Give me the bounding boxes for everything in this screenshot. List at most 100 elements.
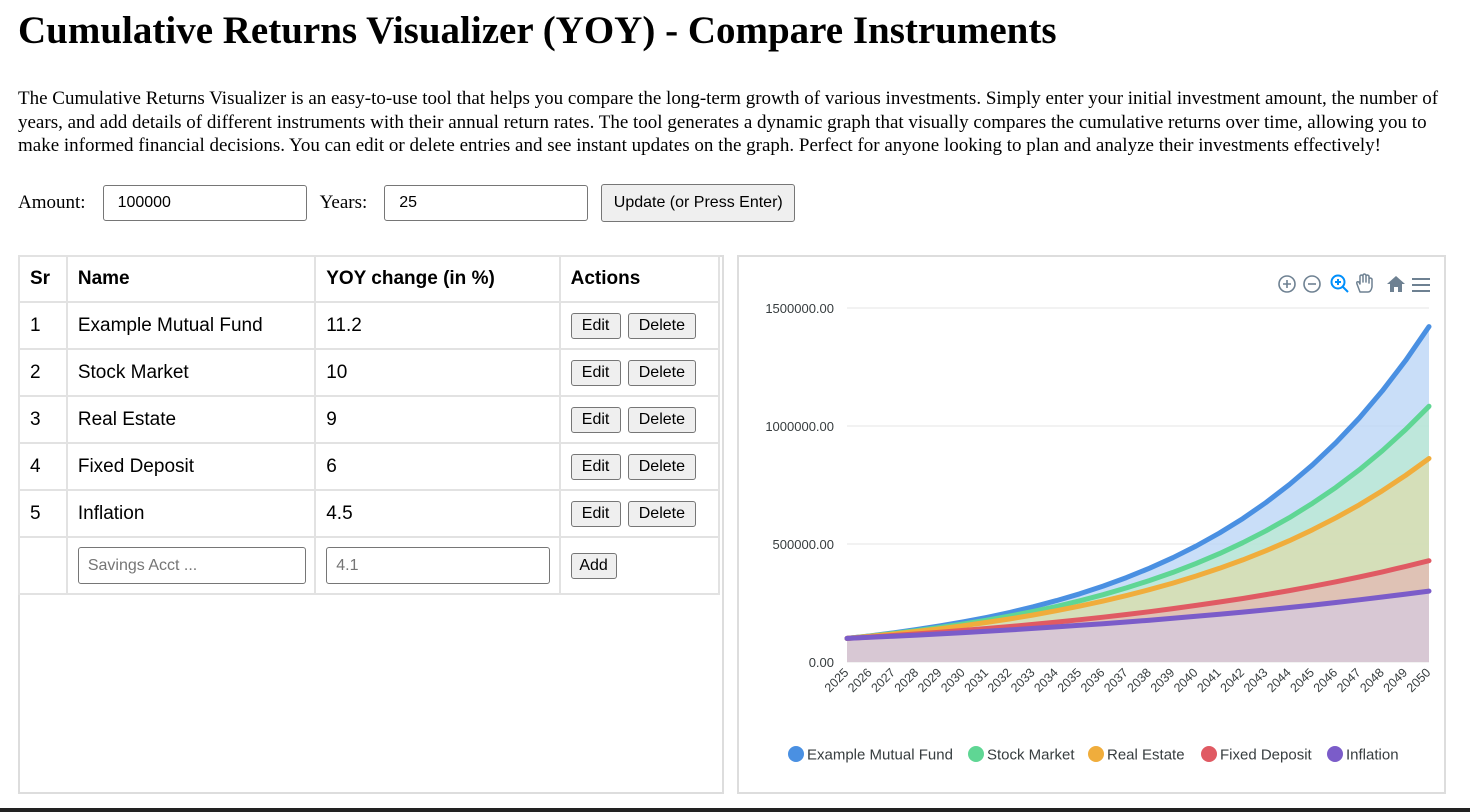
x-tick-label: 2030 (938, 666, 968, 696)
legend-label-3[interactable]: Fixed Deposit (1220, 747, 1313, 764)
row-yoy: 4.5 (314, 489, 561, 538)
x-tick-label: 2049 (1381, 666, 1411, 696)
add-instrument-row: Add (18, 536, 721, 595)
delete-button[interactable]: Delete (627, 500, 696, 527)
legend-marker-3[interactable] (1201, 746, 1217, 762)
main-area: Sr Name YOY change (in %) Actions 1 Examp… (18, 255, 1446, 794)
series-line-2 (844, 456, 1432, 641)
table-row: 1 Example Mutual Fund 11.2 Edit Delete (18, 301, 721, 350)
row-name: Example Mutual Fund (65, 301, 317, 350)
header-yoy: YOY change (in %) (314, 255, 561, 303)
add-row-sr (18, 536, 68, 595)
years-label: Years: (319, 191, 368, 213)
row-sr: 2 (18, 348, 68, 397)
row-sr: 3 (18, 395, 68, 444)
legend-marker-2[interactable] (1088, 746, 1104, 762)
x-tick-label: 2028 (892, 666, 922, 696)
zoom-in-icon[interactable] (1278, 275, 1296, 293)
legend-label-2[interactable]: Real Estate (1107, 747, 1185, 764)
bottom-border (0, 808, 1470, 812)
years-input[interactable] (384, 184, 589, 221)
row-yoy: 9 (314, 395, 561, 444)
x-tick-label: 2041 (1194, 666, 1224, 696)
y-tick-label: 0.00 (809, 655, 834, 670)
edit-button[interactable]: Edit (570, 500, 621, 527)
controls-bar: Amount: Years: Update (or Press Enter) (18, 183, 1452, 222)
x-tick-label: 2033 (1008, 666, 1038, 696)
x-tick-label: 2026 (845, 666, 875, 696)
row-yoy: 11.2 (314, 301, 561, 350)
selection-zoom-icon[interactable] (1330, 274, 1349, 293)
x-tick-label: 2032 (985, 666, 1015, 696)
row-actions: Edit Delete (558, 301, 721, 350)
row-yoy: 10 (314, 348, 561, 397)
y-tick-label: 500000.00 (773, 537, 834, 552)
intro-text: The Cumulative Returns Visualizer is an … (18, 88, 1439, 156)
delete-button[interactable]: Delete (627, 453, 696, 480)
amount-label: Amount: (18, 191, 86, 213)
edit-button[interactable]: Edit (570, 406, 621, 433)
row-actions: Edit Delete (558, 442, 721, 491)
page-title: Cumulative Returns Visualizer (YOY) - Co… (18, 9, 1057, 52)
update-button[interactable]: Update (or Press Enter) (601, 183, 796, 222)
row-actions: Edit Delete (558, 348, 721, 397)
x-tick-label: 2045 (1287, 666, 1317, 696)
new-instrument-yoy-input[interactable] (326, 547, 551, 584)
amount-input[interactable] (102, 184, 307, 221)
row-actions: Edit Delete (558, 395, 721, 444)
table-row: 4 Fixed Deposit 6 Edit Delete (18, 442, 721, 491)
add-button[interactable]: Add (570, 552, 617, 579)
x-tick-label: 2046 (1311, 666, 1341, 696)
legend-label-0[interactable]: Example Mutual Fund (807, 747, 953, 764)
instruments-table: Sr Name YOY change (in %) Actions 1 Examp… (18, 255, 721, 595)
row-name: Stock Market (65, 348, 317, 397)
instruments-table-panel: Sr Name YOY change (in %) Actions 1 Examp… (18, 255, 724, 794)
add-row-name-cell (65, 536, 317, 595)
delete-button[interactable]: Delete (627, 359, 696, 386)
table-row: 2 Stock Market 10 Edit Delete (18, 348, 721, 397)
legend-marker-1[interactable] (968, 746, 984, 762)
x-tick-label: 2029 (915, 666, 945, 696)
legend-marker-0[interactable] (788, 746, 804, 762)
x-tick-label: 2050 (1404, 666, 1434, 696)
delete-button[interactable]: Delete (627, 312, 696, 339)
header-name: Name (65, 255, 317, 303)
row-name: Fixed Deposit (65, 442, 317, 491)
x-tick-label: 2038 (1125, 666, 1155, 696)
x-tick-label: 2034 (1031, 666, 1061, 696)
chart-panel: 0.00 500000.00 1000000.00 1500000.00 2025 20… (737, 255, 1446, 794)
zoom-out-icon[interactable] (1303, 275, 1321, 293)
edit-button[interactable]: Edit (570, 453, 621, 480)
x-tick-label: 2031 (962, 666, 992, 696)
x-tick-label: 2027 (868, 666, 898, 696)
x-tick-label: 2043 (1241, 666, 1271, 696)
table-row: 5 Inflation 4.5 Edit Delete (18, 489, 721, 538)
table-header-row: Sr Name YOY change (in %) Actions (18, 255, 721, 303)
legend-label-4[interactable]: Inflation (1346, 747, 1399, 764)
x-tick-label: 2048 (1357, 666, 1387, 696)
x-tick-label: 2039 (1148, 666, 1178, 696)
pan-icon[interactable] (1356, 273, 1373, 293)
row-sr: 5 (18, 489, 68, 538)
x-tick-label: 2036 (1078, 666, 1108, 696)
edit-button[interactable]: Edit (570, 312, 621, 339)
x-tick-label: 2040 (1171, 666, 1201, 696)
new-instrument-name-input[interactable] (77, 547, 306, 584)
row-yoy: 6 (314, 442, 561, 491)
row-name: Inflation (65, 489, 317, 538)
header-sr: Sr (18, 255, 68, 303)
y-tick-label: 1500000.00 (765, 301, 834, 316)
edit-button[interactable]: Edit (570, 359, 621, 386)
series-line-4 (844, 588, 1432, 641)
x-tick-label: 2042 (1218, 666, 1248, 696)
reset-home-icon[interactable] (1387, 276, 1405, 292)
y-tick-label: 1000000.00 (765, 419, 834, 434)
x-tick-label: 2044 (1264, 666, 1294, 696)
legend-label-1[interactable]: Stock Market (987, 747, 1075, 764)
legend-marker-4[interactable] (1327, 746, 1343, 762)
table-row: 3 Real Estate 9 Edit Delete (18, 395, 721, 444)
header-actions: Actions (558, 255, 721, 303)
delete-button[interactable]: Delete (627, 406, 696, 433)
menu-icon[interactable] (1412, 278, 1430, 292)
